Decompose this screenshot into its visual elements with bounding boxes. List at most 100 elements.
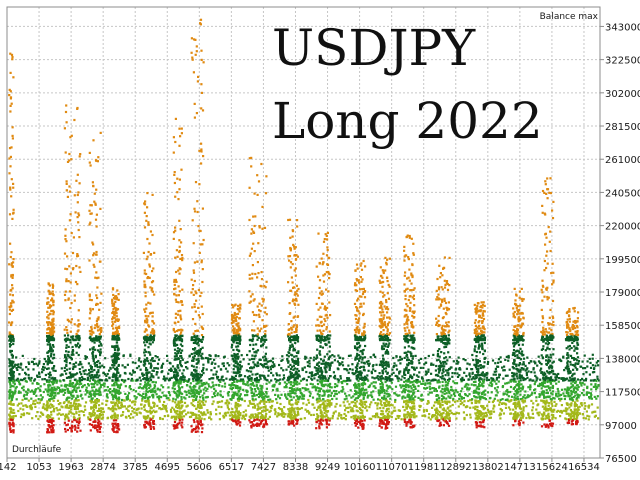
data-point [90,401,93,404]
data-point [371,395,374,399]
data-point [32,400,35,403]
data-point [370,370,373,373]
data-point [291,360,294,363]
data-point [190,278,193,281]
data-point [461,379,464,382]
data-point [307,388,310,391]
data-point [59,390,62,393]
data-point [288,402,291,406]
data-point [490,412,493,415]
data-point [143,272,146,275]
data-point [97,418,100,421]
data-point [52,399,55,402]
data-point [112,308,115,311]
data-point [116,335,119,338]
data-point [430,391,433,394]
data-point [369,403,372,406]
data-point [144,415,147,418]
data-point [458,374,461,377]
data-point [118,386,121,389]
data-point [536,364,539,367]
data-point [11,58,14,61]
data-point [80,410,83,413]
data-point [33,379,36,382]
data-point [202,366,205,370]
data-point [403,371,406,374]
data-point [130,379,133,382]
data-point [145,321,149,324]
data-point [484,389,487,392]
data-point [70,232,73,235]
data-point [454,400,457,403]
data-point [104,389,108,392]
data-point [97,423,100,426]
data-point [333,374,337,377]
data-point [178,350,181,353]
data-point [17,363,20,366]
data-point [570,385,573,388]
data-point [317,365,320,368]
data-point [445,397,448,400]
data-point [76,372,79,375]
data-point [85,389,88,392]
data-point [381,396,384,399]
data-point [185,384,189,387]
data-point [146,410,149,413]
data-point [331,361,334,364]
data-point [10,102,13,105]
data-point [589,379,593,382]
data-point [350,416,353,419]
data-point [27,368,30,371]
data-point [149,286,152,289]
data-point [27,373,30,377]
data-point [145,303,148,306]
data-point [94,426,97,429]
data-point [418,371,421,374]
data-point [89,221,92,224]
data-point [455,411,458,414]
data-point [295,399,298,402]
data-point [314,373,317,376]
data-point [199,404,203,407]
data-point [504,398,507,401]
data-point [148,410,151,413]
data-point [567,379,570,382]
data-point [330,403,333,406]
data-point [540,367,543,370]
data-point [557,392,560,395]
data-point [51,318,54,321]
data-point [104,357,107,360]
data-point [178,392,181,395]
data-point [244,394,247,397]
data-point [463,371,466,374]
data-point [199,396,202,399]
data-point [74,280,78,284]
data-point [48,361,51,364]
data-point [95,336,98,339]
data-point [291,403,294,406]
data-point [270,406,273,410]
data-point [52,366,55,369]
data-point [176,255,179,258]
data-point [22,404,25,407]
data-point [328,399,331,402]
data-point [560,404,563,407]
data-point [92,337,96,340]
data-point [485,414,488,417]
data-point [147,250,150,254]
data-point [495,389,498,392]
data-point [115,298,118,301]
data-point [131,379,134,382]
data-point [149,412,152,415]
data-point [10,251,13,254]
data-point [144,362,147,365]
data-point [101,407,105,410]
data-point [32,363,36,366]
data-point [112,345,115,348]
data-point [20,413,23,416]
data-point [9,351,12,354]
data-point [10,353,13,356]
data-point [557,377,561,380]
data-point [149,337,152,340]
data-point [153,334,156,337]
